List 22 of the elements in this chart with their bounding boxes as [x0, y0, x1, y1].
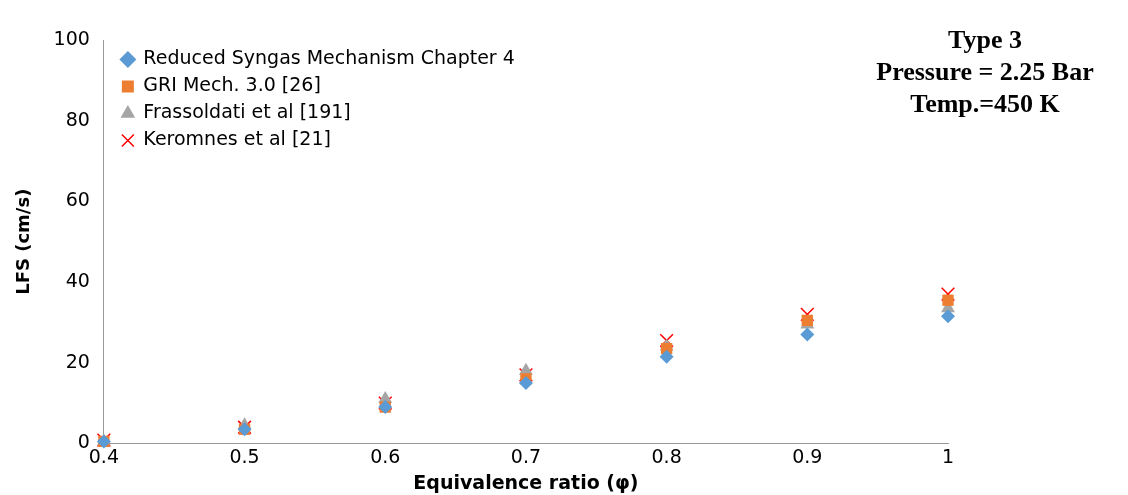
y-axis-title: LFS (cm/s) [12, 188, 34, 295]
y-tick-label: 60 [65, 188, 90, 211]
x-tick-label: 0.4 [88, 444, 119, 467]
x-axis-title: Equivalence ratio (φ) [413, 470, 639, 493]
legend-label: Reduced Syngas Mechanism Chapter 4 [143, 46, 515, 69]
x-tick-label: 0.7 [510, 444, 542, 467]
x-tick-label: 0.6 [370, 444, 401, 467]
x-tick-label: 0.9 [792, 444, 823, 467]
x-tick-label: 0.5 [229, 444, 260, 467]
y-tick-label: 80 [65, 107, 90, 130]
legend-label: Keromnes et al [21] [143, 127, 331, 150]
annotation: Type 3 [948, 24, 1022, 54]
y-tick-label: 0 [77, 430, 90, 453]
annotation: Pressure = 2.25 Bar [876, 56, 1094, 86]
legend-label: GRI Mech. 3.0 [26] [143, 73, 321, 96]
y-tick-label: 40 [65, 268, 90, 291]
annotation: Temp.=450 K [910, 88, 1061, 118]
y-tick-label: 20 [65, 349, 90, 372]
y-tick-label: 100 [53, 26, 90, 49]
x-tick-label: 1 [941, 444, 955, 467]
legend-label: Frassoldati et al [191] [143, 100, 351, 123]
x-tick-label: 0.8 [651, 444, 682, 467]
